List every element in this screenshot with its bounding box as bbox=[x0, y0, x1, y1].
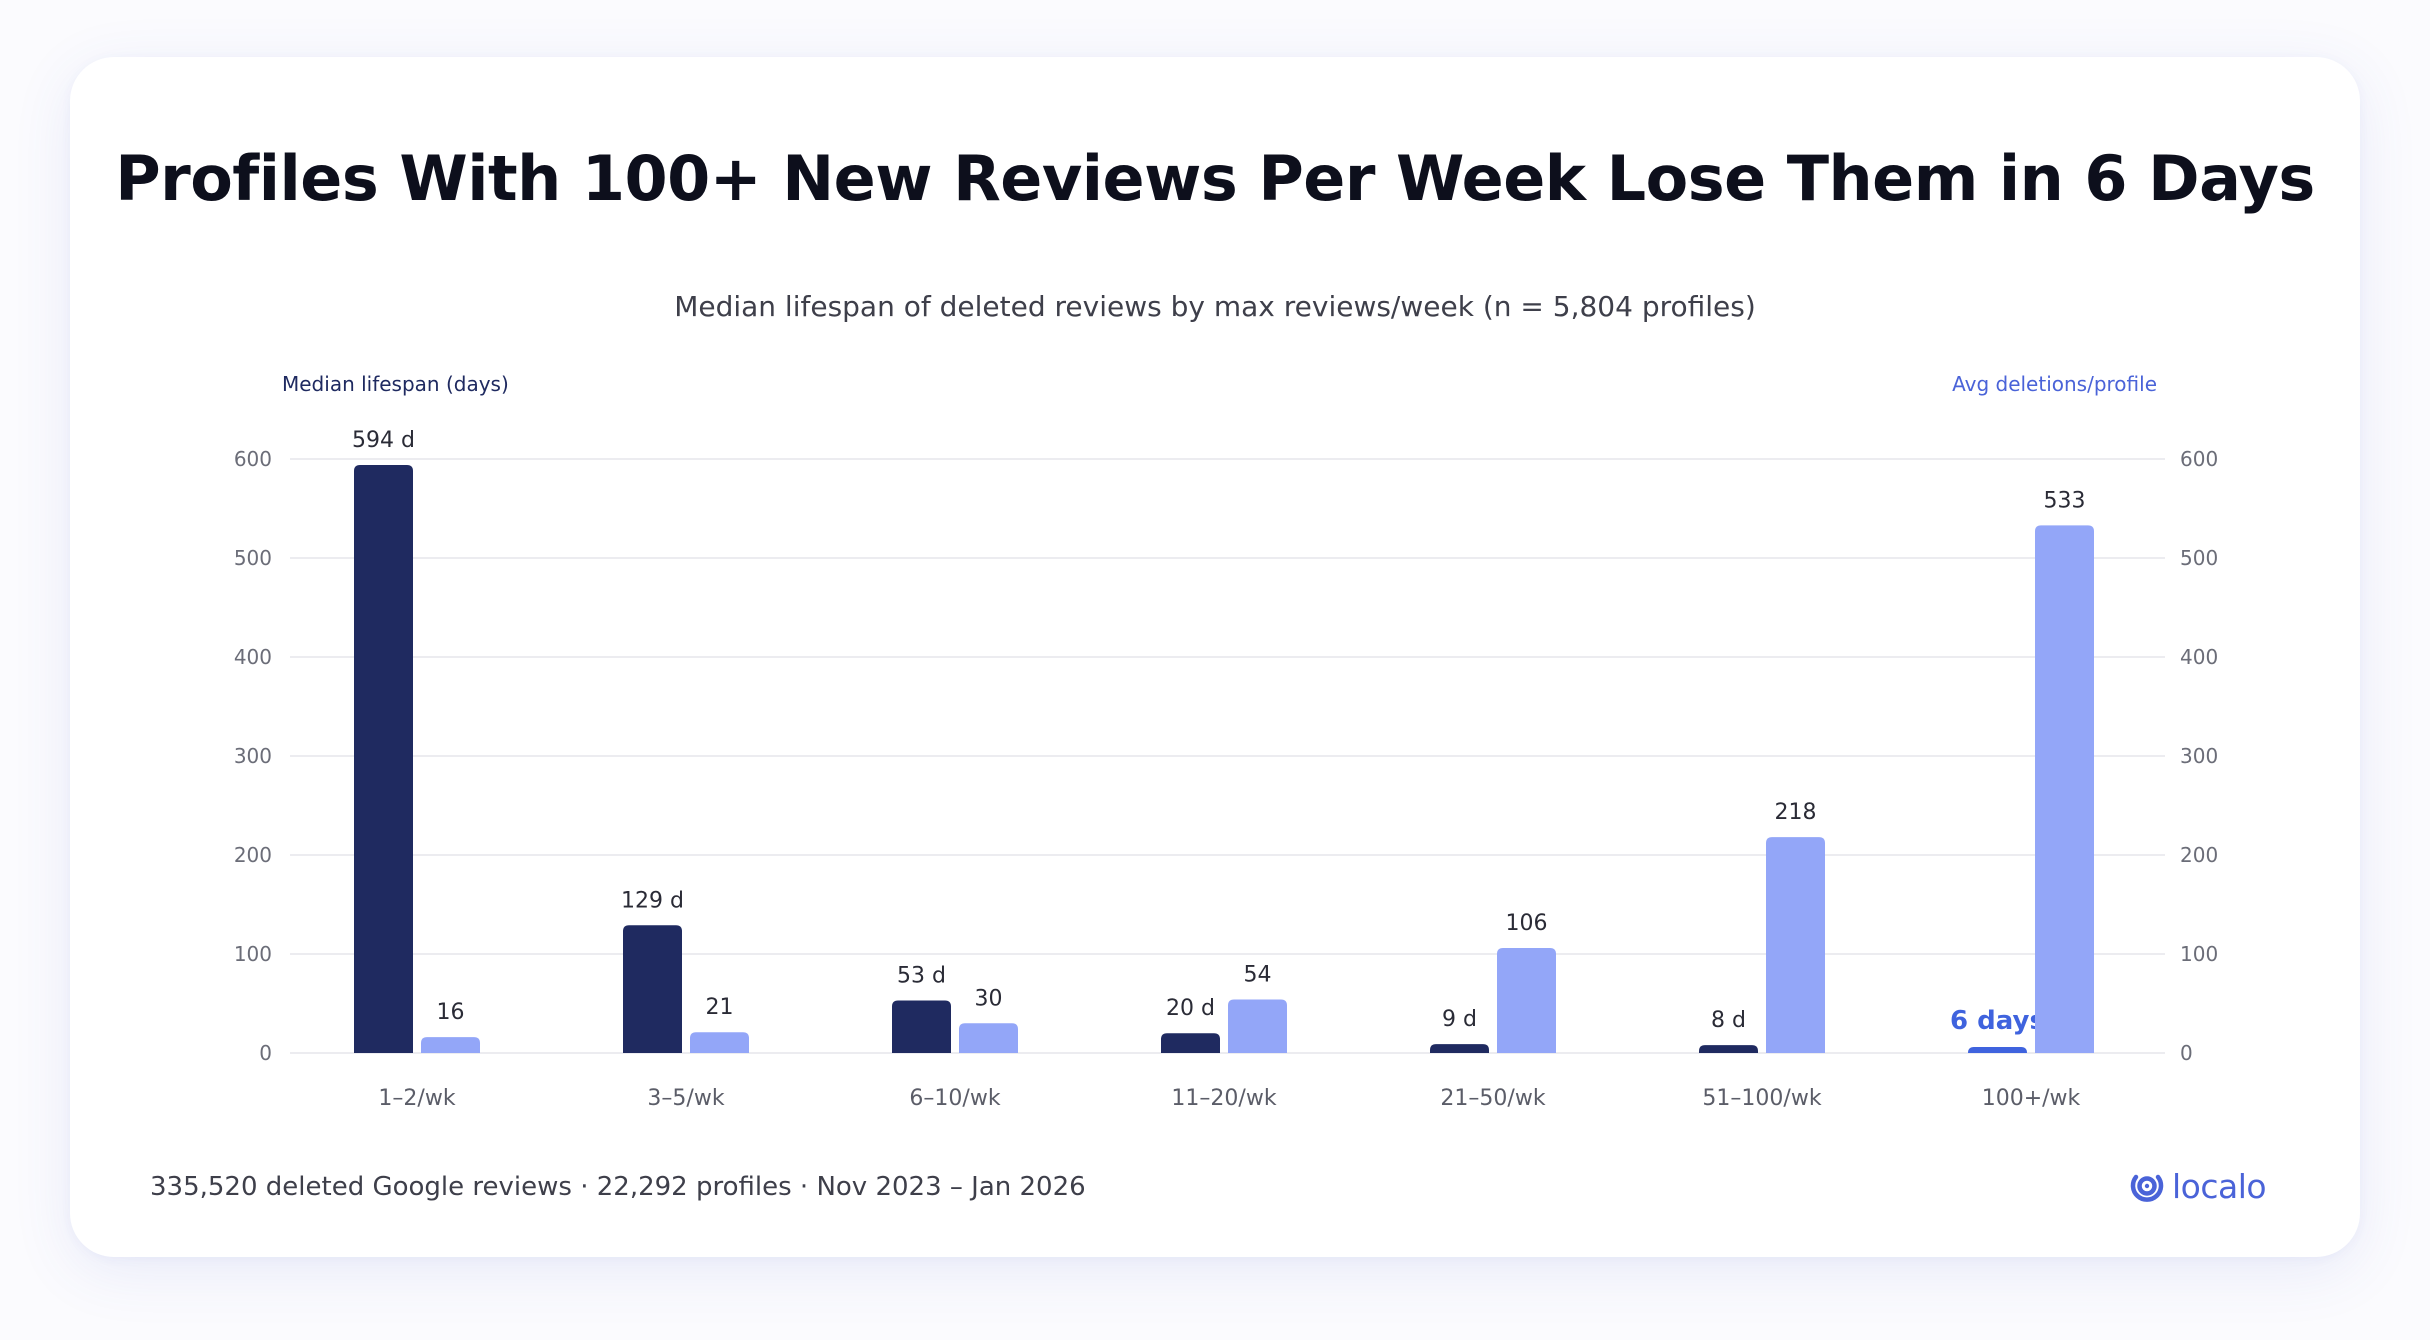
data-label-median-lifespan: 6 days bbox=[1950, 1006, 2045, 1036]
bar-avg-deletions bbox=[1766, 837, 1825, 1053]
data-label-avg-deletions: 54 bbox=[1244, 963, 1272, 988]
y-axis-label-right: Avg deletions/profile bbox=[1952, 372, 2157, 396]
bar-median-lifespan bbox=[623, 925, 682, 1053]
data-label-median-lifespan: 20 d bbox=[1166, 996, 1215, 1021]
bar-avg-deletions bbox=[2035, 525, 2094, 1053]
y-tick-left: 400 bbox=[234, 645, 272, 669]
chart-title: Profiles With 100+ New Reviews Per Week … bbox=[115, 142, 2315, 215]
y-tick-right: 300 bbox=[2180, 744, 2218, 768]
bar-avg-deletions bbox=[1228, 999, 1287, 1053]
location-pin-icon bbox=[2130, 1174, 2164, 1202]
y-tick-left: 0 bbox=[259, 1041, 272, 1065]
data-label-avg-deletions: 16 bbox=[437, 1000, 465, 1025]
y-tick-right: 400 bbox=[2180, 645, 2218, 669]
bar-median-lifespan bbox=[1430, 1044, 1489, 1053]
bar-avg-deletions bbox=[690, 1032, 749, 1053]
bar-median-lifespan bbox=[1161, 1033, 1220, 1053]
bar-avg-deletions bbox=[959, 1023, 1018, 1053]
data-label-avg-deletions: 218 bbox=[1775, 800, 1817, 825]
chart-subtitle: Median lifespan of deleted reviews by ma… bbox=[674, 290, 1756, 323]
data-label-avg-deletions: 30 bbox=[975, 986, 1003, 1011]
y-tick-left: 300 bbox=[234, 744, 272, 768]
bar-avg-deletions bbox=[421, 1037, 480, 1053]
data-label-median-lifespan: 9 d bbox=[1442, 1007, 1477, 1032]
data-source-note: 335,520 deleted Google reviews · 22,292 … bbox=[150, 1172, 1086, 1202]
data-label-median-lifespan: 129 d bbox=[621, 888, 684, 913]
data-label-median-lifespan: 594 d bbox=[352, 428, 415, 453]
x-tick-label: 100+/wk bbox=[1982, 1086, 2081, 1111]
brand-name: localo bbox=[2172, 1166, 2267, 1206]
bar-median-lifespan bbox=[1968, 1047, 2027, 1053]
y-tick-right: 0 bbox=[2180, 1041, 2193, 1065]
y-tick-right: 100 bbox=[2180, 942, 2218, 966]
localo-logo: localo bbox=[2128, 1163, 2267, 1209]
y-tick-left: 600 bbox=[234, 447, 272, 471]
x-tick-label: 21–50/wk bbox=[1440, 1086, 1545, 1111]
y-tick-right: 500 bbox=[2180, 546, 2218, 570]
bar-median-lifespan bbox=[354, 464, 413, 1053]
y-tick-left: 100 bbox=[234, 942, 272, 966]
y-axis-label-left: Median lifespan (days) bbox=[282, 372, 509, 396]
y-tick-right: 600 bbox=[2180, 447, 2218, 471]
y-tick-left: 200 bbox=[234, 843, 272, 867]
data-label-avg-deletions: 106 bbox=[1506, 911, 1548, 936]
bar-median-lifespan bbox=[1699, 1045, 1758, 1053]
x-tick-label: 11–20/wk bbox=[1171, 1086, 1276, 1111]
data-label-median-lifespan: 8 d bbox=[1711, 1008, 1746, 1033]
x-tick-label: 51–100/wk bbox=[1702, 1086, 1821, 1111]
data-label-median-lifespan: 53 d bbox=[897, 964, 946, 989]
bar-median-lifespan bbox=[892, 1000, 951, 1053]
data-label-avg-deletions: 533 bbox=[2044, 488, 2086, 513]
y-tick-right: 200 bbox=[2180, 843, 2218, 867]
y-tick-left: 500 bbox=[234, 546, 272, 570]
x-tick-label: 3–5/wk bbox=[647, 1086, 724, 1111]
x-tick-label: 6–10/wk bbox=[909, 1086, 1000, 1111]
bar-avg-deletions bbox=[1497, 948, 1556, 1053]
x-tick-label: 1–2/wk bbox=[378, 1086, 455, 1111]
data-label-avg-deletions: 21 bbox=[706, 995, 734, 1020]
